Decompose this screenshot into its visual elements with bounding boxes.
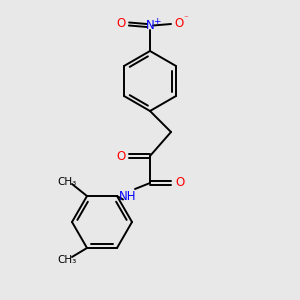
- Text: NH: NH: [119, 190, 136, 203]
- Text: O: O: [176, 176, 184, 190]
- Text: N: N: [146, 19, 154, 32]
- Text: +: +: [153, 17, 160, 26]
- Text: O: O: [117, 149, 126, 163]
- Text: ⁻: ⁻: [183, 14, 188, 23]
- Text: O: O: [174, 17, 183, 30]
- Text: CH₃: CH₃: [58, 177, 77, 187]
- Text: CH₃: CH₃: [58, 255, 77, 265]
- Text: O: O: [117, 17, 126, 30]
